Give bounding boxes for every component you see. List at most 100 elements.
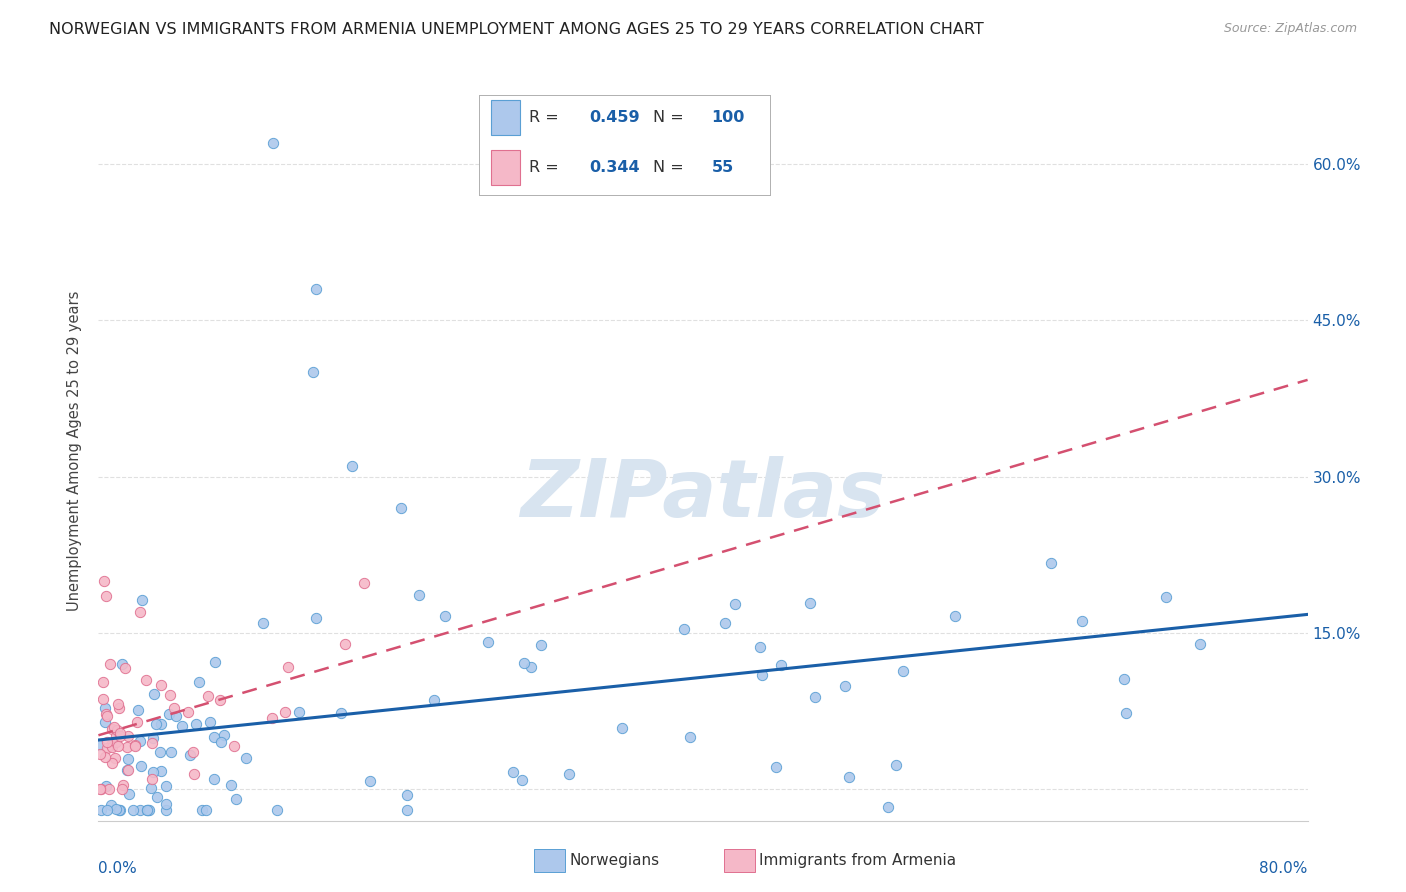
Point bbox=[141, 772, 163, 786]
Point bbox=[305, 282, 328, 296]
Point bbox=[145, 716, 167, 731]
Point bbox=[108, 701, 131, 715]
Point bbox=[510, 773, 533, 788]
Point bbox=[115, 740, 138, 755]
Point bbox=[100, 738, 122, 752]
Point bbox=[1114, 673, 1136, 687]
Text: ZIPatlas: ZIPatlas bbox=[520, 456, 886, 534]
Point bbox=[101, 723, 124, 737]
Point bbox=[98, 782, 121, 797]
Point bbox=[219, 778, 242, 792]
Point bbox=[610, 721, 633, 735]
Point bbox=[96, 741, 118, 756]
Point bbox=[93, 700, 115, 714]
Point bbox=[181, 745, 204, 759]
Point bbox=[128, 803, 150, 817]
Text: Source: ZipAtlas.com: Source: ZipAtlas.com bbox=[1223, 22, 1357, 36]
Point bbox=[214, 728, 236, 742]
Point bbox=[305, 611, 328, 625]
Point bbox=[146, 790, 169, 805]
Point bbox=[359, 773, 381, 788]
Point bbox=[139, 781, 162, 796]
Point bbox=[1188, 637, 1211, 651]
Point bbox=[202, 731, 225, 745]
Point bbox=[834, 679, 856, 693]
Point bbox=[94, 749, 117, 764]
Point bbox=[224, 739, 246, 753]
Point bbox=[184, 717, 207, 731]
Point bbox=[177, 705, 200, 719]
Point bbox=[679, 730, 702, 744]
Point bbox=[150, 717, 173, 731]
Point bbox=[389, 500, 412, 515]
Point bbox=[101, 756, 124, 770]
Point bbox=[91, 675, 114, 690]
Point bbox=[118, 787, 141, 801]
Text: Immigrants from Armenia: Immigrants from Armenia bbox=[759, 854, 956, 868]
Point bbox=[396, 788, 419, 802]
Point bbox=[117, 729, 139, 743]
Point bbox=[165, 709, 187, 723]
Point bbox=[433, 609, 456, 624]
Point bbox=[108, 803, 131, 817]
Point bbox=[748, 640, 770, 654]
Point bbox=[98, 657, 121, 671]
Point bbox=[202, 772, 225, 786]
Point bbox=[142, 731, 165, 746]
Point bbox=[117, 752, 139, 766]
Point bbox=[155, 779, 177, 793]
Point bbox=[131, 592, 153, 607]
Point bbox=[197, 690, 219, 704]
Point bbox=[353, 576, 375, 591]
Point bbox=[149, 678, 172, 692]
Point bbox=[723, 597, 745, 611]
Point bbox=[209, 735, 232, 749]
Point bbox=[513, 656, 536, 670]
Point bbox=[422, 693, 444, 707]
Point bbox=[673, 622, 696, 636]
Point bbox=[330, 706, 353, 721]
Point bbox=[502, 765, 524, 780]
Point bbox=[96, 735, 118, 749]
Point bbox=[94, 780, 117, 794]
Point bbox=[477, 634, 499, 648]
Point bbox=[520, 660, 543, 674]
Point bbox=[751, 668, 773, 682]
Point bbox=[273, 705, 295, 719]
Point bbox=[108, 726, 131, 740]
Point bbox=[838, 770, 860, 784]
Point bbox=[157, 707, 180, 722]
Point bbox=[108, 729, 131, 743]
Point bbox=[127, 715, 149, 730]
Point bbox=[89, 747, 111, 762]
Point bbox=[396, 803, 419, 817]
Point bbox=[558, 767, 581, 781]
Point bbox=[105, 802, 128, 816]
Point bbox=[159, 689, 181, 703]
Point bbox=[891, 664, 914, 678]
Point bbox=[150, 764, 173, 778]
Point bbox=[262, 136, 284, 150]
Point bbox=[799, 596, 821, 610]
Point bbox=[183, 767, 205, 781]
Point bbox=[877, 799, 900, 814]
Point bbox=[105, 723, 128, 737]
Point bbox=[105, 730, 128, 744]
Point bbox=[107, 739, 129, 753]
Point bbox=[335, 637, 357, 651]
Point bbox=[101, 740, 124, 755]
Point bbox=[128, 605, 150, 619]
Text: NORWEGIAN VS IMMIGRANTS FROM ARMENIA UNEMPLOYMENT AMONG AGES 25 TO 29 YEARS CORR: NORWEGIAN VS IMMIGRANTS FROM ARMENIA UNE… bbox=[49, 22, 984, 37]
Point bbox=[141, 736, 163, 750]
Point bbox=[1071, 614, 1094, 628]
Point bbox=[94, 714, 117, 729]
Point bbox=[530, 638, 553, 652]
Point bbox=[262, 711, 284, 725]
Point bbox=[107, 697, 129, 711]
Point bbox=[135, 673, 157, 688]
Point bbox=[96, 709, 118, 723]
Point bbox=[302, 365, 325, 379]
Point bbox=[884, 757, 907, 772]
Point bbox=[149, 745, 172, 759]
Point bbox=[159, 745, 181, 759]
